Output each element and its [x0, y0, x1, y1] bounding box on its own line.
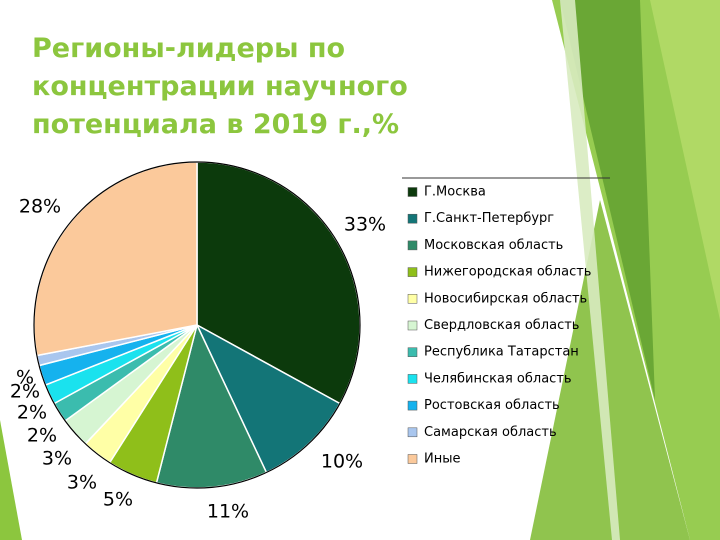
- pie-slice: [33, 161, 198, 357]
- legend-label: Нижегородская область: [424, 265, 591, 280]
- legend-swatch: [407, 187, 418, 197]
- data-label: 2%: [17, 402, 47, 424]
- legend-swatch: [407, 400, 418, 411]
- data-label: 3%: [67, 472, 97, 494]
- legend-label: Челябинская область: [424, 371, 572, 386]
- legend-swatch: [407, 374, 418, 384]
- legend-label: Самарская область: [424, 425, 557, 440]
- data-label: 33%: [344, 214, 386, 236]
- legend-swatch: [407, 347, 418, 357]
- decor-shape: [530, 200, 690, 540]
- legend-label: Ростовская область: [424, 398, 560, 413]
- decor-shape: [560, 0, 655, 400]
- decor-shape: [0, 420, 22, 540]
- chart-title: Регионы-лидеры по концентрации научного …: [32, 33, 408, 140]
- legend-label: Иные: [424, 452, 461, 467]
- decor-shape: [650, 0, 720, 320]
- legend-label: Свердловская область: [424, 318, 579, 333]
- legend-swatch: [407, 267, 418, 277]
- legend-label: Г.Санкт-Петербург: [424, 211, 554, 226]
- legend-label: Московская область: [424, 238, 563, 253]
- legend-swatch: [407, 320, 418, 331]
- data-label: 5%: [103, 489, 133, 511]
- data-label: 28%: [19, 196, 61, 218]
- data-label: %: [16, 367, 34, 389]
- legend-label: Новосибирская область: [424, 291, 587, 306]
- decor-shape: [560, 0, 620, 540]
- legend-swatch: [407, 427, 418, 438]
- data-label: 11%: [207, 501, 249, 523]
- legend-swatch: [407, 213, 418, 224]
- legend-label: Республика Татарстан: [424, 345, 579, 360]
- data-label: 2%: [10, 381, 40, 403]
- legend-swatch: [407, 294, 418, 304]
- data-label: 3%: [42, 448, 72, 470]
- data-label: 2%: [27, 425, 57, 447]
- data-label: 10%: [321, 451, 363, 473]
- legend-swatch: [407, 240, 418, 251]
- legend-swatch: [407, 454, 418, 464]
- legend-label: Г.Москва: [424, 185, 486, 200]
- pie-outline: [33, 161, 361, 489]
